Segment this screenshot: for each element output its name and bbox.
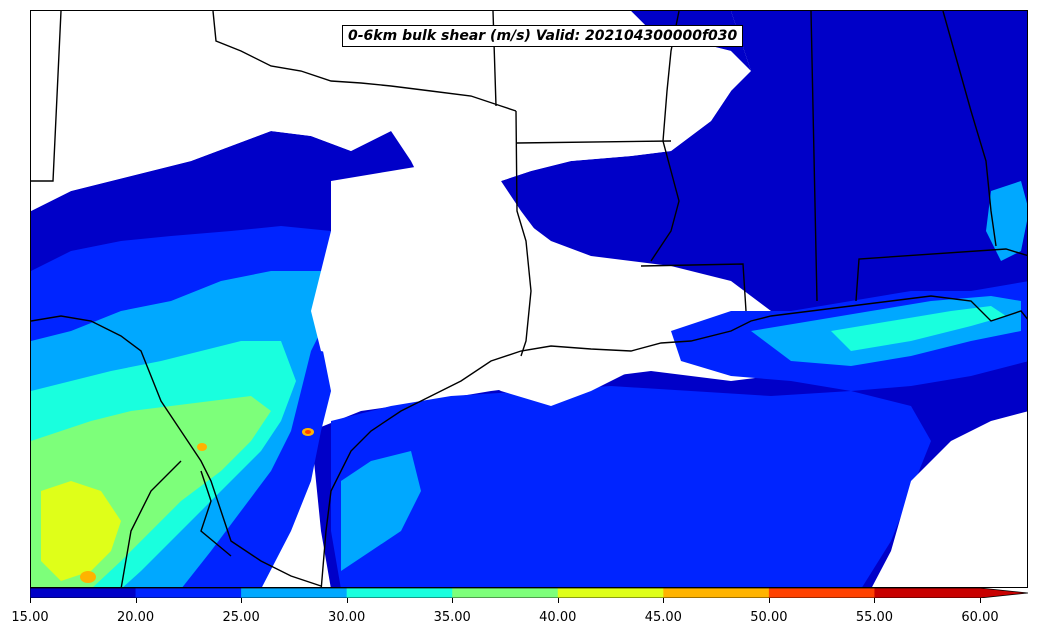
gap-se xyxy=(872,411,1027,587)
colorbar-tick-label: 15.00 xyxy=(11,610,49,625)
state-border-fl-panhandle xyxy=(855,248,1027,302)
fill-25-30-gulf xyxy=(341,451,421,571)
colorbar-tick-label: 35.00 xyxy=(433,610,471,625)
mexico-state-line-a xyxy=(120,460,182,587)
fill-45-50-spot-a xyxy=(80,571,96,583)
gulf-coastline xyxy=(320,295,1027,587)
colorbar-segment xyxy=(557,588,664,598)
colorbar-segment xyxy=(874,588,981,598)
colorbar-segment xyxy=(241,588,348,598)
colorbar-tick-mark xyxy=(557,598,559,603)
mexico-border xyxy=(31,315,322,587)
colorbar-extend-arrow xyxy=(980,588,1028,598)
colorbar-tick-mark xyxy=(241,598,243,603)
mississippi-river xyxy=(650,11,680,262)
gap-north xyxy=(31,11,731,211)
colorbar-tick-mark xyxy=(30,598,31,603)
colorbar-segment xyxy=(663,588,770,598)
state-border-tx-la xyxy=(515,110,532,357)
colorbar-tick-label: 30.00 xyxy=(328,610,366,625)
map-panel: 0-6km bulk shear (m/s) Valid: 2021043000… xyxy=(30,10,1028,588)
fill-50-55-spot xyxy=(305,430,311,434)
state-border-al-ga xyxy=(942,11,997,247)
colorbar-tick-mark xyxy=(980,598,981,603)
colorbar-tick-label: 60.00 xyxy=(961,610,999,625)
state-border-ok-red-river xyxy=(212,11,517,112)
colorbar-tick-mark xyxy=(346,598,348,603)
colorbar-segment xyxy=(452,588,559,598)
shear-contour-map xyxy=(31,11,1027,587)
colorbar-tick-label: 20.00 xyxy=(116,610,155,625)
colorbar-tick-label: 25.00 xyxy=(222,610,260,625)
colorbar-outline xyxy=(30,588,1028,598)
colorbar xyxy=(30,588,1028,598)
colorbar-tick-mark xyxy=(135,598,137,603)
fill-20-25-gulf xyxy=(331,386,931,587)
state-border-ms-la xyxy=(640,263,747,312)
fill-25-30-ne xyxy=(986,181,1027,261)
mexico-state-line-b xyxy=(200,470,232,557)
map-title: 0-6km bulk shear (m/s) Valid: 2021043000… xyxy=(342,25,744,47)
colorbar-tick-label: 45.00 xyxy=(644,610,682,625)
fill-40-45-west xyxy=(41,481,121,581)
boundary-lines xyxy=(31,11,1027,587)
colorbar-tick-mark xyxy=(663,598,665,603)
colorbar-tick-label: 40.00 xyxy=(539,610,577,625)
colorbar-tick-label: 55.00 xyxy=(855,610,894,625)
state-border-tx-ok xyxy=(31,11,62,182)
colorbar-tick-mark xyxy=(874,598,876,603)
state-border-ms-al xyxy=(810,11,818,302)
colorbar-tick-label: 50.00 xyxy=(750,610,788,625)
fill-15-20-east xyxy=(501,11,1027,350)
gap-central xyxy=(311,161,651,406)
colorbar-segment xyxy=(346,588,453,598)
colorbar-segment xyxy=(30,588,137,598)
colorbar-tick-mark xyxy=(452,598,454,603)
fill-45-50-spot-c xyxy=(197,443,207,451)
colorbar-segment xyxy=(768,588,875,598)
colorbar-segment xyxy=(135,588,242,598)
fill-30-35-east xyxy=(831,306,1006,351)
state-border-ar-la xyxy=(516,140,672,144)
colorbar-tick-mark xyxy=(768,598,770,603)
